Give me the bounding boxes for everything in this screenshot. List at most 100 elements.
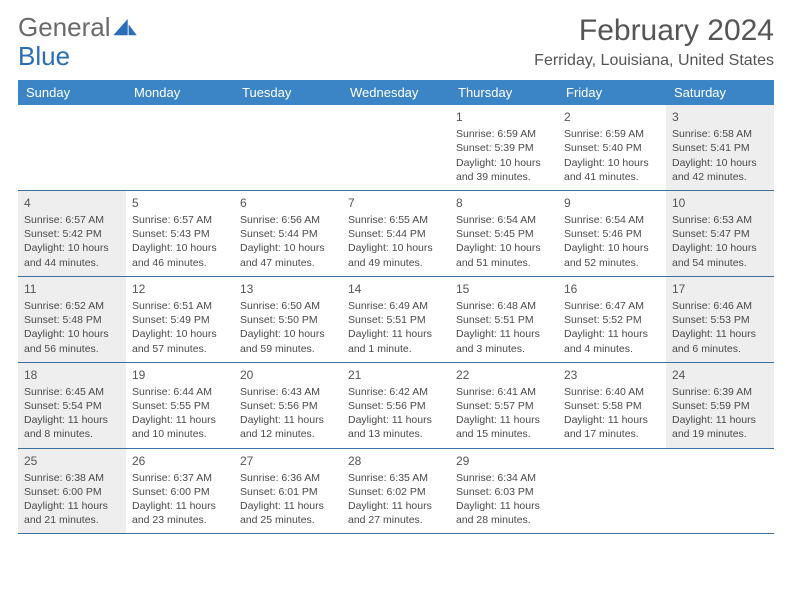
calendar-week-row: 1Sunrise: 6:59 AMSunset: 5:39 PMDaylight… bbox=[18, 105, 774, 191]
day-number: 27 bbox=[240, 453, 336, 469]
day-number: 29 bbox=[456, 453, 552, 469]
logo: GeneralBlue bbox=[18, 14, 137, 70]
weeks-container: 1Sunrise: 6:59 AMSunset: 5:39 PMDaylight… bbox=[18, 105, 774, 534]
month-title: February 2024 bbox=[534, 14, 774, 48]
sunset-text: Sunset: 6:03 PM bbox=[456, 485, 552, 499]
daylight-text: Daylight: 10 hours and 46 minutes. bbox=[132, 241, 228, 269]
sunrise-text: Sunrise: 6:46 AM bbox=[672, 299, 768, 313]
day-number: 2 bbox=[564, 109, 660, 125]
daylight-text: Daylight: 11 hours and 27 minutes. bbox=[348, 499, 444, 527]
calendar-day-cell: 21Sunrise: 6:42 AMSunset: 5:56 PMDayligh… bbox=[342, 363, 450, 448]
calendar-day-cell: 19Sunrise: 6:44 AMSunset: 5:55 PMDayligh… bbox=[126, 363, 234, 448]
calendar-week-row: 18Sunrise: 6:45 AMSunset: 5:54 PMDayligh… bbox=[18, 363, 774, 449]
calendar-week-row: 4Sunrise: 6:57 AMSunset: 5:42 PMDaylight… bbox=[18, 191, 774, 277]
calendar-day-cell: 9Sunrise: 6:54 AMSunset: 5:46 PMDaylight… bbox=[558, 191, 666, 276]
sunrise-text: Sunrise: 6:36 AM bbox=[240, 471, 336, 485]
calendar-day-cell bbox=[666, 449, 774, 534]
sunset-text: Sunset: 6:02 PM bbox=[348, 485, 444, 499]
weekday-label: Tuesday bbox=[234, 80, 342, 105]
weekday-label: Monday bbox=[126, 80, 234, 105]
calendar-day-cell: 7Sunrise: 6:55 AMSunset: 5:44 PMDaylight… bbox=[342, 191, 450, 276]
sunrise-text: Sunrise: 6:59 AM bbox=[564, 127, 660, 141]
sunrise-text: Sunrise: 6:37 AM bbox=[132, 471, 228, 485]
sunset-text: Sunset: 5:50 PM bbox=[240, 313, 336, 327]
calendar-day-cell: 27Sunrise: 6:36 AMSunset: 6:01 PMDayligh… bbox=[234, 449, 342, 534]
daylight-text: Daylight: 10 hours and 44 minutes. bbox=[24, 241, 120, 269]
weekday-label: Friday bbox=[558, 80, 666, 105]
day-number: 13 bbox=[240, 281, 336, 297]
sunrise-text: Sunrise: 6:44 AM bbox=[132, 385, 228, 399]
daylight-text: Daylight: 10 hours and 52 minutes. bbox=[564, 241, 660, 269]
sunset-text: Sunset: 5:53 PM bbox=[672, 313, 768, 327]
sunset-text: Sunset: 5:44 PM bbox=[348, 227, 444, 241]
daylight-text: Daylight: 11 hours and 3 minutes. bbox=[456, 327, 552, 355]
calendar-day-cell: 10 Sunrise: 6:53 AMSunset: 5:47 PMDayligh… bbox=[666, 191, 774, 276]
calendar-day-cell: 22Sunrise: 6:41 AMSunset: 5:57 PMDayligh… bbox=[450, 363, 558, 448]
sunrise-text: Sunrise: 6:57 AM bbox=[132, 213, 228, 227]
sunrise-text: Sunrise: 6:53 AM bbox=[672, 213, 768, 227]
sunset-text: Sunset: 5:40 PM bbox=[564, 141, 660, 155]
calendar-day-cell: 12Sunrise: 6:51 AMSunset: 5:49 PMDayligh… bbox=[126, 277, 234, 362]
daylight-text: Daylight: 10 hours and 39 minutes. bbox=[456, 156, 552, 184]
sunset-text: Sunset: 5:48 PM bbox=[24, 313, 120, 327]
daylight-text: Daylight: 10 hours and 42 minutes. bbox=[672, 156, 768, 184]
daylight-text: Daylight: 11 hours and 15 minutes. bbox=[456, 413, 552, 441]
sunset-text: Sunset: 5:46 PM bbox=[564, 227, 660, 241]
calendar-day-cell: 2 Sunrise: 6:59 AMSunset: 5:40 PMDaylight… bbox=[558, 105, 666, 190]
calendar-day-cell bbox=[342, 105, 450, 190]
day-number: 22 bbox=[456, 367, 552, 383]
day-number: 18 bbox=[24, 367, 120, 383]
sunrise-text: Sunrise: 6:45 AM bbox=[24, 385, 120, 399]
sunset-text: Sunset: 5:51 PM bbox=[456, 313, 552, 327]
calendar-day-cell: 17Sunrise: 6:46 AMSunset: 5:53 PMDayligh… bbox=[666, 277, 774, 362]
daylight-text: Daylight: 10 hours and 41 minutes. bbox=[564, 156, 660, 184]
calendar-day-cell: 5 Sunrise: 6:57 AMSunset: 5:43 PMDaylight… bbox=[126, 191, 234, 276]
day-number: 17 bbox=[672, 281, 768, 297]
calendar-day-cell: 3Sunrise: 6:58 AMSunset: 5:41 PMDaylight… bbox=[666, 105, 774, 190]
sunrise-text: Sunrise: 6:42 AM bbox=[348, 385, 444, 399]
day-number: 10 bbox=[672, 195, 768, 211]
sunset-text: Sunset: 5:41 PM bbox=[672, 141, 768, 155]
day-number: 15 bbox=[456, 281, 552, 297]
sunrise-text: Sunrise: 6:34 AM bbox=[456, 471, 552, 485]
calendar-day-cell: 14Sunrise: 6:49 AMSunset: 5:51 PMDayligh… bbox=[342, 277, 450, 362]
daylight-text: Daylight: 10 hours and 59 minutes. bbox=[240, 327, 336, 355]
day-number: 23 bbox=[564, 367, 660, 383]
sunrise-text: Sunrise: 6:49 AM bbox=[348, 299, 444, 313]
day-number: 1 bbox=[456, 109, 552, 125]
daylight-text: Daylight: 11 hours and 25 minutes. bbox=[240, 499, 336, 527]
sunset-text: Sunset: 5:49 PM bbox=[132, 313, 228, 327]
day-number: 5 bbox=[132, 195, 228, 211]
sunrise-text: Sunrise: 6:54 AM bbox=[456, 213, 552, 227]
calendar-day-cell: 28Sunrise: 6:35 AMSunset: 6:02 PMDayligh… bbox=[342, 449, 450, 534]
sunrise-text: Sunrise: 6:35 AM bbox=[348, 471, 444, 485]
daylight-text: Daylight: 11 hours and 10 minutes. bbox=[132, 413, 228, 441]
calendar-day-cell: 20Sunrise: 6:43 AMSunset: 5:56 PMDayligh… bbox=[234, 363, 342, 448]
day-number: 14 bbox=[348, 281, 444, 297]
day-number: 21 bbox=[348, 367, 444, 383]
day-number: 6 bbox=[240, 195, 336, 211]
sunset-text: Sunset: 5:43 PM bbox=[132, 227, 228, 241]
sunrise-text: Sunrise: 6:57 AM bbox=[24, 213, 120, 227]
daylight-text: Daylight: 10 hours and 54 minutes. bbox=[672, 241, 768, 269]
day-number: 19 bbox=[132, 367, 228, 383]
calendar-day-cell: 26Sunrise: 6:37 AMSunset: 6:00 PMDayligh… bbox=[126, 449, 234, 534]
daylight-text: Daylight: 11 hours and 13 minutes. bbox=[348, 413, 444, 441]
day-number: 20 bbox=[240, 367, 336, 383]
day-number: 4 bbox=[24, 195, 120, 211]
title-block: February 2024 Ferriday, Louisiana, Unite… bbox=[534, 14, 774, 70]
sunset-text: Sunset: 5:47 PM bbox=[672, 227, 768, 241]
day-number: 8 bbox=[456, 195, 552, 211]
day-number: 7 bbox=[348, 195, 444, 211]
location-text: Ferriday, Louisiana, United States bbox=[534, 52, 774, 70]
calendar-day-cell: 16Sunrise: 6:47 AMSunset: 5:52 PMDayligh… bbox=[558, 277, 666, 362]
daylight-text: Daylight: 11 hours and 28 minutes. bbox=[456, 499, 552, 527]
calendar-day-cell: 13Sunrise: 6:50 AMSunset: 5:50 PMDayligh… bbox=[234, 277, 342, 362]
day-number: 9 bbox=[564, 195, 660, 211]
daylight-text: Daylight: 11 hours and 8 minutes. bbox=[24, 413, 120, 441]
calendar-day-cell: 24Sunrise: 6:39 AMSunset: 5:59 PMDayligh… bbox=[666, 363, 774, 448]
daylight-text: Daylight: 10 hours and 56 minutes. bbox=[24, 327, 120, 355]
sunrise-text: Sunrise: 6:52 AM bbox=[24, 299, 120, 313]
calendar-week-row: 11Sunrise: 6:52 AMSunset: 5:48 PMDayligh… bbox=[18, 277, 774, 363]
day-number: 24 bbox=[672, 367, 768, 383]
